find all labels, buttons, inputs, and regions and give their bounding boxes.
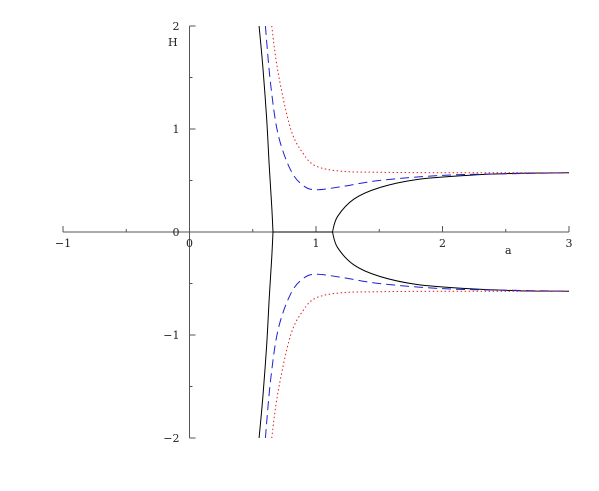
curve-dashed	[264, 25, 570, 191]
curve-dotted	[271, 25, 569, 174]
series-layer	[258, 25, 570, 439]
series-dotted	[271, 25, 569, 439]
series-dashed	[264, 25, 570, 439]
curve-dotted	[271, 290, 569, 439]
labels: H a	[168, 36, 512, 257]
curve-solid	[331, 172, 570, 233]
curve-solid	[331, 231, 570, 292]
curve-solid	[258, 25, 274, 233]
y-tick-label: 0	[173, 226, 180, 239]
y-tick-label: −2	[163, 432, 179, 445]
x-tick-label: 0	[186, 237, 193, 250]
y-axis-label: H	[168, 36, 178, 49]
x-tick-label: 3	[566, 237, 573, 250]
curve-dashed	[264, 273, 570, 439]
y-tick-label: −1	[163, 329, 179, 342]
curve-solid	[258, 231, 274, 439]
x-tick-label: −1	[55, 237, 71, 250]
x-axis-label: a	[505, 244, 512, 257]
x-tick-label: 1	[313, 237, 320, 250]
y-tick-label: 1	[173, 123, 180, 136]
axes: −1 0 1 2 3 −2 −1 0 1 2	[55, 20, 573, 445]
y-tick-label: 2	[173, 20, 180, 33]
x-tick-label: 2	[439, 237, 446, 250]
